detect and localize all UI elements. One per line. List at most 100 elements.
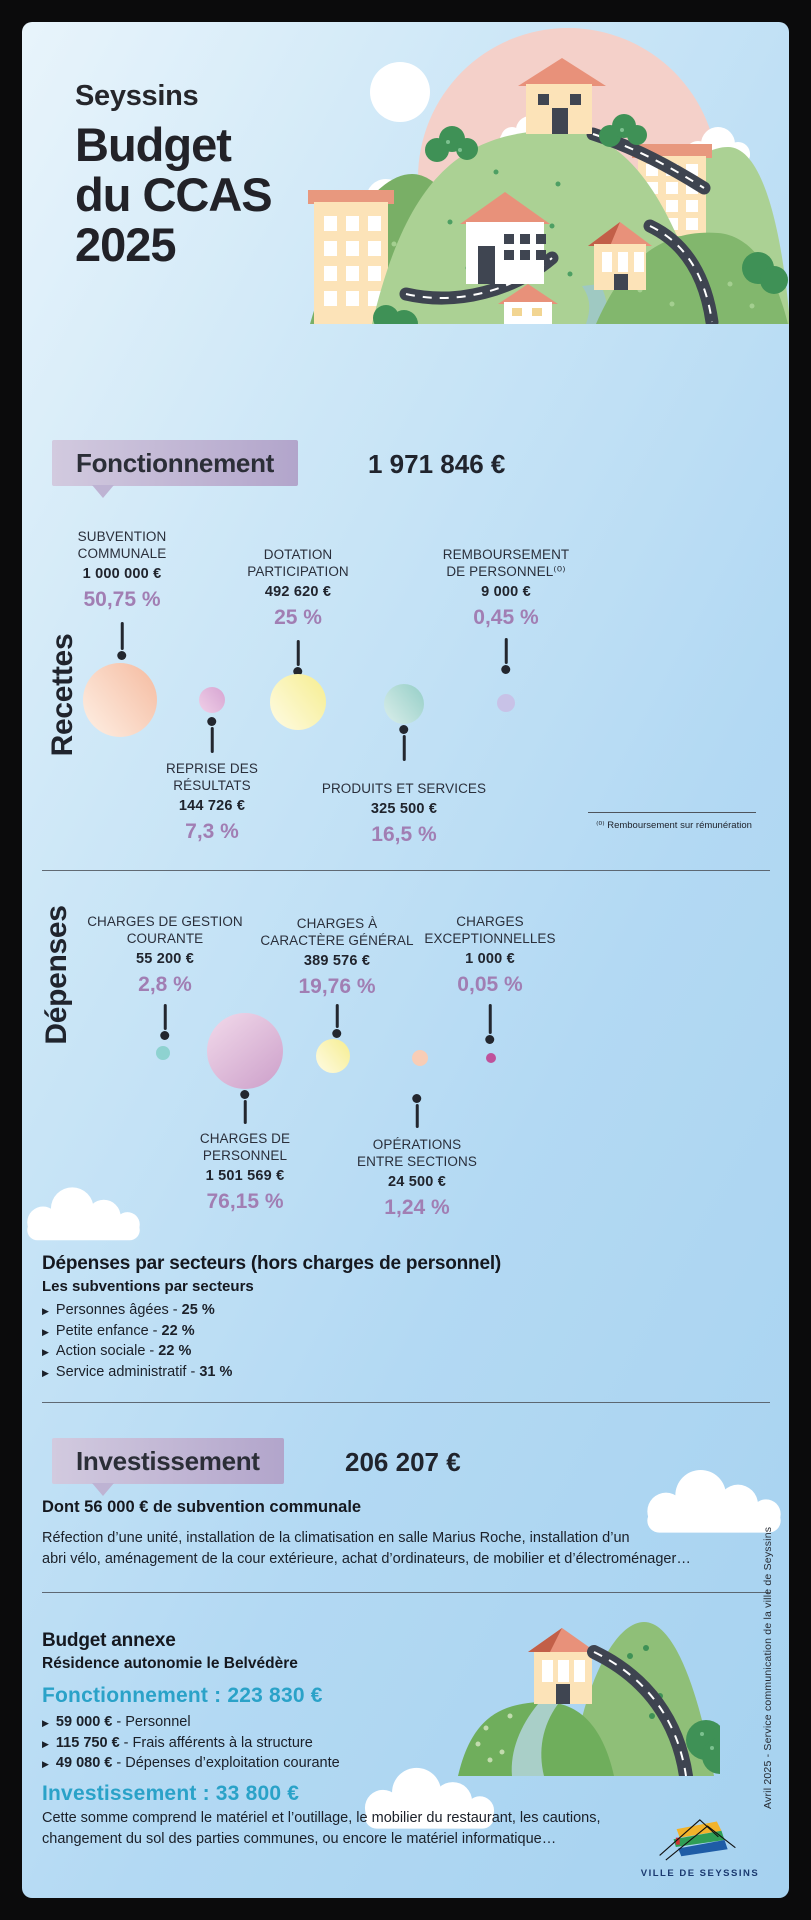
depense-amount: 1 501 569 € [205,1168,285,1184]
section-divider [42,870,770,871]
house [528,1628,596,1704]
bubble-dotation-participation [270,674,326,730]
annexe-item: ▶ 115 750 € - Frais afférents à la struct… [42,1733,340,1754]
ville-de-seyssins-logo [659,1819,736,1861]
infographic-panel: Seyssins Budget du CCAS 2025 [22,22,789,1898]
title-line-1: Budget [75,118,232,171]
sectors-subheading: Les subventions par secteurs [42,1278,254,1295]
bullet-icon: ▶ [42,1367,49,1378]
sun-icon [370,62,430,122]
footnote: ⁽⁰⁾ Remboursement sur rémunération [596,820,752,831]
bullet-icon: ▶ [42,1718,49,1728]
cloud [647,1469,781,1533]
section-divider [42,1402,770,1403]
footnote-divider [588,812,756,813]
title-line-2: du CCAS [75,168,273,221]
recette-amount: 1 000 000 € [82,566,162,582]
section-divider [42,1592,770,1593]
cloud [364,1767,495,1829]
page-title: Budget du CCAS 2025 [75,118,273,271]
recette-name: PRODUITS ET SERVICES [321,781,487,796]
recette-amount: 9 000 € [481,584,531,600]
sector-label: Petite enfance - [55,1322,158,1339]
recette-amount: 492 620 € [264,584,332,600]
sector-value: 31 % [199,1363,233,1380]
budget-annexe-heading: Budget annexe [42,1630,176,1651]
bullet-icon: ▶ [42,1347,49,1357]
investissement-heading-label: Investissement [76,1445,260,1476]
depense-percent: 1,24 % [384,1196,450,1219]
sector-label: Service administratif - [55,1363,196,1380]
depense-percent: 2,8 % [138,973,192,996]
depense-amount: 389 576 € [303,953,371,969]
recette-name: SUBVENTION COMMUNALE [77,529,167,561]
pin [488,1004,492,1034]
recettes-axis-label: Recettes [46,633,79,757]
recette-percent: 25 % [274,606,322,629]
bushes [373,114,647,324]
credit-caption: Avril 2025 - Service communication de la… [762,1526,774,1810]
depenses-axis-label: Dépenses [40,905,73,1045]
white-house [460,192,550,284]
bubble-operations-sections [412,1050,428,1066]
bubble-charges-personnel [207,1013,283,1089]
depense-amount: 1 000 € [465,951,515,967]
logo-text: VILLE DE SEYSSINS [640,1868,760,1879]
sectors-heading: Dépenses par secteurs (hors charges de p… [42,1253,502,1274]
bullet-icon: ▶ [42,1326,49,1337]
investissement-total: 206 207 € [345,1447,461,1477]
title-line-3: 2025 [75,218,177,271]
depense-group-exceptionnelles: CHARGES EXCEPTIONNELLES 1 000 € 0,05 % [424,913,555,997]
annexe-amount: 49 080 € [55,1755,113,1771]
hilltop-house [518,58,606,134]
village-hero-illustration [308,28,789,324]
small-right-house [588,222,652,290]
fonctionnement-heading: Fonctionnement [52,440,299,498]
recette-group-remboursement-personnel: REMBOURSEMENT DE PERSONNEL⁽⁰⁾ 9 000 € 0,… [443,546,570,630]
annexe-amount: 59 000 € [55,1714,113,1730]
fonctionnement-total: 1 971 846 € [368,449,506,479]
sector-value: 22 % [161,1322,195,1339]
recette-percent: 16,5 % [371,823,437,846]
recette-group-dotation-participation: DOTATION PARTICIPATION 492 620 € 25 % [247,546,349,630]
sector-value: 25 % [181,1302,215,1318]
depense-name: CHARGES DE GESTION COURANTE [87,914,243,946]
bullet-icon: ▶ [42,1738,49,1749]
depense-name: CHARGES À CARACTÈRE GÉNÉRAL [260,916,414,948]
bubble-produits-services [384,684,424,724]
sector-item: ▶ Petite enfance - 22 % [42,1321,232,1342]
pin [210,727,214,753]
sector-item: ▶ Action sociale - 22 % [42,1341,232,1362]
fonctionnement-heading-label: Fonctionnement [76,447,275,478]
footpath [511,1704,558,1776]
recette-percent: 7,3 % [185,820,239,843]
bullet-icon: ▶ [42,1306,49,1316]
depense-group-charges-personnel: CHARGES DE PERSONNEL 1 501 569 € 76,15 % [200,1130,290,1214]
pin [243,1100,247,1124]
bubble-remboursement-personnel [497,694,515,712]
pin [402,735,406,761]
depense-amount: 55 200 € [135,951,195,967]
annexe-label: - Personnel [116,1714,191,1730]
recette-amount: 144 726 € [178,798,246,814]
recette-name: REPRISE DES RÉSULTATS [166,761,258,793]
depense-amount: 24 500 € [387,1174,447,1190]
investissement-subsidy: Dont 56 000 € de subvention communale [42,1498,362,1516]
bullet-icon: ▶ [42,1759,49,1769]
depense-group-operations-sections: OPÉRATIONS ENTRE SECTIONS 24 500 € 1,24 … [357,1136,477,1220]
cloud [27,1187,140,1241]
bubble-reprise-resultats [199,687,225,713]
pin [504,638,508,664]
pin [120,622,124,650]
left-building [308,190,394,324]
bubble-gestion-courante [156,1046,170,1060]
investissement-heading: Investissement [52,1438,284,1496]
budget-annexe-subheading: Résidence autonomie le Belvédère [42,1655,298,1672]
recette-group-produits-services: PRODUITS ET SERVICES 325 500 € 16,5 % [322,780,486,847]
bubble-exceptionnelles [486,1053,496,1063]
recette-percent: 50,75 % [83,588,161,611]
bubble-subvention-communale [83,663,157,737]
annexe-label: - Frais afférents à la structure [123,1734,313,1751]
pin [163,1004,167,1030]
annexe-list: ▶ 59 000 € - Personnel ▶ 115 750 € - Frais… [42,1712,340,1774]
